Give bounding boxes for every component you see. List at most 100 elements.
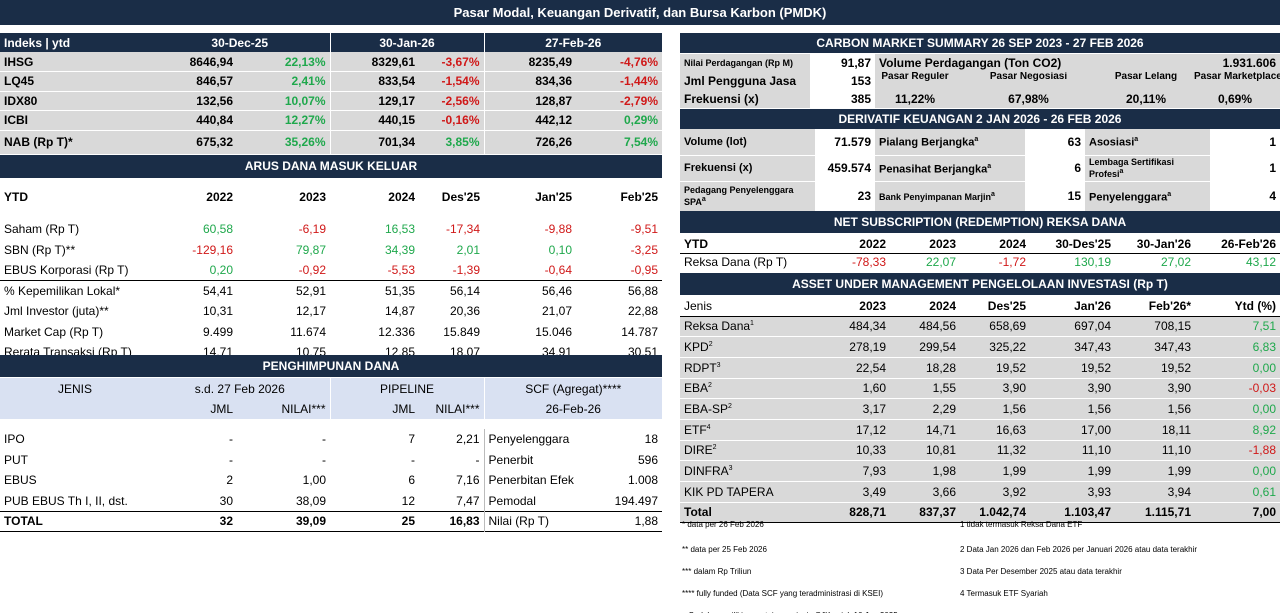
ph-scf-value: 1.008 [628, 473, 659, 488]
ph-scf-label: Pemodal [488, 493, 536, 508]
aum-value: 19,52 [960, 357, 1030, 379]
ph-name: EBUS [4, 473, 37, 488]
index-pct: -3,67% [419, 52, 485, 72]
carbon-market-pct: 11,22% [875, 90, 955, 108]
der-label: Asosiasia [1085, 129, 1210, 155]
aum-value: 658,69 [960, 316, 1030, 337]
footnote: 3 Data Per Desember 2025 atau data terak… [960, 567, 1122, 576]
arus-value: 54,41 [202, 284, 233, 298]
carbon-market-label: Pasar Lelang [1102, 72, 1190, 90]
ph-nilai: 2,21 [419, 429, 485, 450]
ns-value: 27,02 [1160, 255, 1191, 270]
arus-header-cell: Jan'25 [535, 190, 572, 204]
aum-value: 11,32 [960, 440, 1030, 461]
aum-value: 3,49 [815, 481, 890, 503]
ph-jml: - [411, 452, 416, 467]
aum-value: 2,29 [890, 398, 960, 420]
index-pct: 3,85% [419, 130, 485, 154]
index-pct: 10,07% [237, 91, 331, 111]
arus-value: -3,25 [630, 242, 658, 257]
arus-value: 56,88 [627, 284, 658, 298]
footnote: ** data per 25 Feb 2026 [682, 545, 767, 554]
index-table: Indeks | ytd 30-Dec-25 30-Jan-26 27-Feb-26 I… [0, 33, 663, 155]
ph-row: PUT - - - - Penerbit 596 [0, 449, 662, 470]
index-row: ICBI 440,84 12,27% 440,15 -0,16% 442,12 0,29% [0, 110, 663, 130]
index-value: 846,57 [196, 74, 233, 89]
der-value: 63 [1067, 134, 1081, 149]
aum-ytd: 0,00 [1195, 357, 1280, 379]
footnote: **** fully funded (Data SCF yang teradmi… [682, 589, 883, 598]
derivatif-table: Volume (lot) 71.579 Pialang Berjangkaa 63 As… [680, 129, 1280, 212]
arus-value: 2,01 [456, 242, 480, 257]
ph-nilai: 7,47 [419, 490, 485, 511]
der-value: 15 [1067, 189, 1081, 203]
ns-header-cell: 2022 [859, 236, 886, 251]
arus-value: -0,92 [298, 263, 326, 277]
der-label: Penasihat Berjangkaa [875, 155, 1025, 181]
aum-value: 19,52 [1030, 357, 1115, 379]
ph-h-scf: SCF (Agregat)**** [525, 381, 622, 396]
aum-row: DINFRA3 7,93 1,98 1,99 1,99 1,99 0,00 [680, 460, 1280, 482]
ph-total-nilai: 39,09 [295, 514, 327, 528]
index-value: 833,54 [378, 74, 416, 89]
arus-value: 0,20 [209, 263, 233, 277]
der-value: 6 [1074, 161, 1081, 175]
index-pct: 7,54% [623, 135, 659, 149]
superscript: 3 [716, 361, 721, 369]
aum-row: Reksa Dana1 484,34 484,56 658,69 697,04 708,1… [680, 316, 1280, 337]
ph-jml: 6 [408, 473, 416, 488]
ph-h-pipeline: PIPELINE [330, 378, 485, 399]
aum-row: KPD2 278,19 299,54 325,22 347,43 347,43 6,83 [680, 336, 1280, 358]
ph-h-nilai: NILAI*** [237, 399, 331, 419]
arus-value: -5,53 [387, 263, 415, 277]
aum-value: 14,71 [890, 419, 960, 441]
index-value: 8235,49 [528, 54, 573, 69]
aum-total-value: 1.115,71 [1115, 502, 1195, 523]
aum-value: 3,93 [1030, 481, 1115, 503]
arus-dana-title: ARUS DANA MASUK KELUAR [0, 155, 662, 178]
ph-scf-label: Penerbit [488, 452, 534, 467]
aum-value: 484,56 [890, 316, 960, 337]
index-row: IHSG 8646,94 22,13% 8329,61 -3,67% 8235,49 -4,… [0, 52, 663, 72]
ph-jml: 7 [408, 432, 416, 447]
ns-header-row: YTD 2022 2023 2024 30-Des'25 30-Jan'26 26-Feb'… [680, 235, 1280, 253]
arus-header-cell: 2022 [206, 190, 233, 204]
carbon-market-pct: 67,98% [955, 90, 1102, 108]
ns-name: Reksa Dana (Rp T) [684, 255, 788, 270]
ns-row: Reksa Dana (Rp T) -78,33 22,07 -1,72 130,19 2… [680, 253, 1280, 271]
arus-value: 0,10 [548, 242, 572, 257]
ph-nilai: 1,00 [302, 473, 327, 488]
netsub-table: YTD 2022 2023 2024 30-Des'25 30-Jan'26 26-Feb'… [680, 235, 1280, 271]
aum-title: ASSET UNDER MANAGEMENT PENGELOLAAN INVES… [680, 273, 1280, 295]
ns-header-cell: 2024 [999, 236, 1026, 251]
arus-row: SBN (Rp T)** -129,16 79,87 34,39 2,01 0,10 -3,… [0, 240, 662, 261]
der-value: 1 [1269, 134, 1276, 149]
index-pct: -2,79% [619, 93, 659, 108]
arus-row: Market Cap (Rp T) 9.499 11.674 12.336 15.849… [0, 322, 662, 343]
aum-header-cell: 2024 [929, 298, 956, 313]
aum-value: 3,17 [815, 398, 890, 420]
arus-value: 12.336 [378, 324, 415, 339]
footnotes-left: * data per 26 Feb 2026 ** data per 25 Feb… [682, 520, 952, 613]
ph-name: IPO [4, 432, 25, 447]
arus-dana-table: YTD 2022 2023 2024 Des'25 Jan'25 Feb'25 Saham (… [0, 184, 662, 363]
arus-value: -17,34 [445, 222, 480, 237]
ph-name: PUB EBUS Th I, II, dst. [4, 493, 128, 508]
index-header-date: 30-Dec-25 [150, 33, 331, 52]
aum-total-value: 1.103,47 [1030, 502, 1115, 523]
aum-value: 7,93 [815, 460, 890, 482]
superscript: a [1134, 136, 1139, 144]
aum-value: 278,19 [815, 336, 890, 358]
arus-value: 52,91 [295, 284, 326, 298]
aum-value: 3,90 [960, 378, 1030, 399]
aum-name: RDPT3 [680, 357, 815, 379]
aum-value: 484,34 [815, 316, 890, 337]
aum-total-row: Total 828,71 837,37 1.042,74 1.103,47 1.115,7… [680, 502, 1280, 523]
aum-value: 1,98 [890, 460, 960, 482]
arus-header-cell: Des'25 [441, 190, 480, 204]
der-row: Frekuensi (x) 459.574 Penasihat Berjangkaa… [680, 155, 1280, 181]
aum-value: 1,55 [890, 378, 960, 399]
index-header-date: 30-Jan-26 [330, 33, 485, 52]
aum-value: 16,63 [960, 419, 1030, 441]
ph-h-nilai: NILAI*** [419, 399, 485, 419]
